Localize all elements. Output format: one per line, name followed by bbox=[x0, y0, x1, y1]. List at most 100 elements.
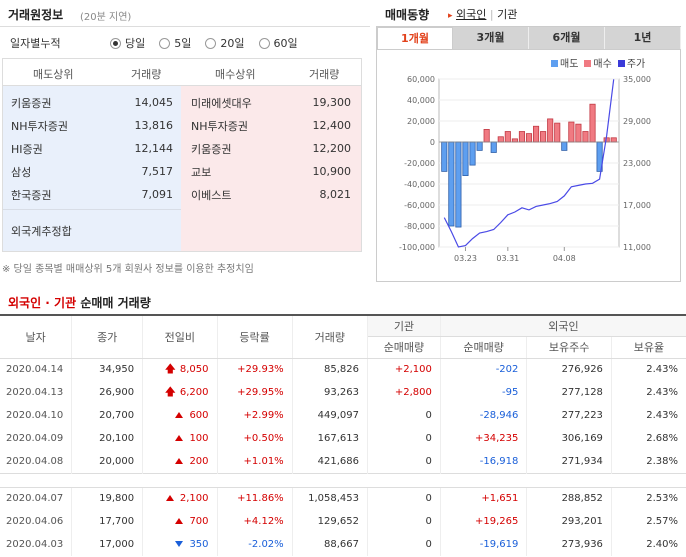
left-tick-label: -60,000 bbox=[404, 201, 435, 210]
buy-bar bbox=[511, 138, 518, 143]
buy-volume: 12,400 bbox=[312, 119, 352, 132]
radio-label-today: 당일 bbox=[125, 37, 146, 50]
left-tick-label: -20,000 bbox=[404, 159, 435, 168]
cell-hold-ratio: 2.53% bbox=[646, 493, 678, 505]
legend-swatch bbox=[551, 60, 558, 67]
legend-sell: 매도 bbox=[551, 55, 578, 70]
buy-bar bbox=[554, 122, 561, 143]
change-value: 2,100 bbox=[179, 493, 209, 505]
sell-bar bbox=[462, 141, 469, 176]
radio-5d[interactable] bbox=[159, 37, 171, 49]
cell-rate: +1.01% bbox=[217, 450, 293, 473]
group-spacer bbox=[0, 473, 686, 488]
buy-broker: NH투자증권 bbox=[191, 120, 248, 133]
table-title-highlight: 외국인 · 기관 bbox=[8, 296, 77, 310]
sell-volume: 7,091 bbox=[141, 188, 174, 201]
tab-3m[interactable]: 3개월 bbox=[453, 27, 529, 49]
tab-1y[interactable]: 1년 bbox=[605, 27, 681, 49]
sell-broker: 키움증권 bbox=[11, 97, 52, 110]
sell-bar bbox=[448, 141, 455, 227]
buy-bar bbox=[575, 123, 582, 143]
link-separator: | bbox=[489, 8, 494, 21]
cell-holdings: 288,852 bbox=[526, 487, 612, 510]
header-buy-volume: 거래량 bbox=[309, 68, 340, 81]
buy-volume: 10,900 bbox=[312, 165, 352, 178]
change-value: 8,050 bbox=[179, 364, 209, 376]
up-triangle-icon bbox=[175, 518, 184, 524]
cell-close: 20,100 bbox=[71, 427, 144, 450]
divider bbox=[0, 26, 370, 27]
buy-broker: 미래에셋대우 bbox=[191, 97, 252, 110]
header-inst-net: 순매매량 bbox=[367, 336, 441, 359]
left-tick-label: 0 bbox=[430, 138, 435, 147]
sell-bar bbox=[476, 141, 483, 151]
arrow-right-icon: ▸ bbox=[448, 11, 453, 21]
left-tick-label: 60,000 bbox=[407, 75, 435, 84]
left-tick-label: 20,000 bbox=[407, 117, 435, 126]
buy-bar bbox=[547, 118, 554, 143]
cell-inst-net: +2,100 bbox=[367, 358, 441, 381]
cell-inst-net: 0 bbox=[367, 450, 441, 473]
cell-volume: 93,263 bbox=[292, 381, 369, 404]
link-institution[interactable]: 기관 bbox=[497, 8, 518, 21]
sell-broker: NH투자증권 bbox=[11, 120, 68, 133]
cell-hold-ratio: 2.57% bbox=[646, 516, 678, 527]
table-row: 2020.04.10 20,700 600 +2.99% 449,097 0 -28,946… bbox=[0, 404, 686, 427]
cell-volume: 421,686 bbox=[292, 450, 369, 473]
left-tick-label: -100,000 bbox=[399, 243, 435, 252]
legend-buy: 매수 bbox=[584, 55, 612, 70]
header-rate: 등락률 bbox=[217, 316, 293, 359]
radio-label-20d: 20일 bbox=[220, 37, 245, 50]
header-hold-ratio: 보유율 bbox=[611, 336, 686, 359]
legend-label: 매도 bbox=[560, 59, 579, 70]
table-title-rest: 순매매 거래량 bbox=[80, 296, 151, 310]
down-triangle-icon bbox=[175, 541, 184, 547]
sell-bar bbox=[561, 141, 568, 151]
sell-volume: 13,816 bbox=[134, 119, 174, 132]
buy-bar bbox=[525, 133, 533, 143]
cell-close: 19,800 bbox=[71, 487, 144, 510]
cell-inst-net: 0 bbox=[367, 404, 441, 427]
buy-volume: 8,021 bbox=[319, 188, 352, 201]
radio-60d[interactable] bbox=[258, 37, 270, 49]
change-value: 700 bbox=[189, 516, 209, 527]
cell-inst-net: 0 bbox=[367, 487, 441, 510]
cell-change: 700 bbox=[142, 510, 218, 533]
divider bbox=[377, 49, 680, 50]
table-row: 2020.04.13 26,900 🡅 6,200 +29.95% 93,263 +2,80… bbox=[0, 381, 686, 404]
right-tick-label: 17,000 bbox=[623, 201, 651, 210]
change-value: 6,200 bbox=[179, 387, 209, 398]
legend-price: 주가 bbox=[617, 55, 645, 70]
cell-close: 17,700 bbox=[71, 510, 144, 533]
spacer-cell bbox=[0, 473, 686, 488]
cell-holdings: 293,201 bbox=[526, 510, 612, 533]
trade-trend-chart: 60,000 40,000 20,000 0 -20,000 -40,000 -60,000… bbox=[399, 75, 651, 263]
right-tick-label: 23,000 bbox=[623, 159, 651, 168]
cell-date: 2020.04.03 bbox=[0, 533, 73, 556]
header-group-inst: 기관 bbox=[367, 316, 441, 337]
table-row: 2020.04.06 17,700 700 +4.12% 129,652 0 +19,265… bbox=[0, 510, 686, 533]
tab-6m[interactable]: 6개월 bbox=[529, 27, 605, 49]
tab-1m[interactable]: 1개월 bbox=[377, 27, 453, 49]
buy-volume: 19,300 bbox=[312, 96, 352, 109]
cell-foreign-net: -19,619 bbox=[440, 533, 528, 556]
up-triangle-icon bbox=[165, 495, 174, 502]
cell-foreign-net: +19,265 bbox=[440, 510, 528, 533]
cell-inst-net: +2,800 bbox=[367, 381, 441, 404]
x-tick-label: 03.31 bbox=[496, 254, 519, 263]
cell-date: 2020.04.06 bbox=[0, 510, 73, 533]
legend-swatch bbox=[584, 60, 592, 67]
cell-close: 20,000 bbox=[71, 450, 144, 473]
change-value: 600 bbox=[189, 410, 209, 421]
link-foreign[interactable]: 외국인 bbox=[456, 8, 487, 21]
cell-volume: 449,097 bbox=[292, 404, 369, 427]
radio-20d[interactable] bbox=[205, 37, 217, 49]
divider bbox=[3, 85, 361, 86]
cell-foreign-net: -95 bbox=[440, 381, 528, 404]
cell-rate: +4.12% bbox=[217, 510, 293, 533]
buy-bar bbox=[497, 136, 504, 143]
trend-links: ▸ 외국인 | 기관 bbox=[448, 6, 517, 22]
buy-bar bbox=[610, 137, 617, 143]
trader-table: 매도상위 거래량 매수상위 거래량 키움증권 14,045 미래에셋대우 19,… bbox=[2, 58, 362, 252]
radio-today[interactable] bbox=[110, 37, 121, 49]
